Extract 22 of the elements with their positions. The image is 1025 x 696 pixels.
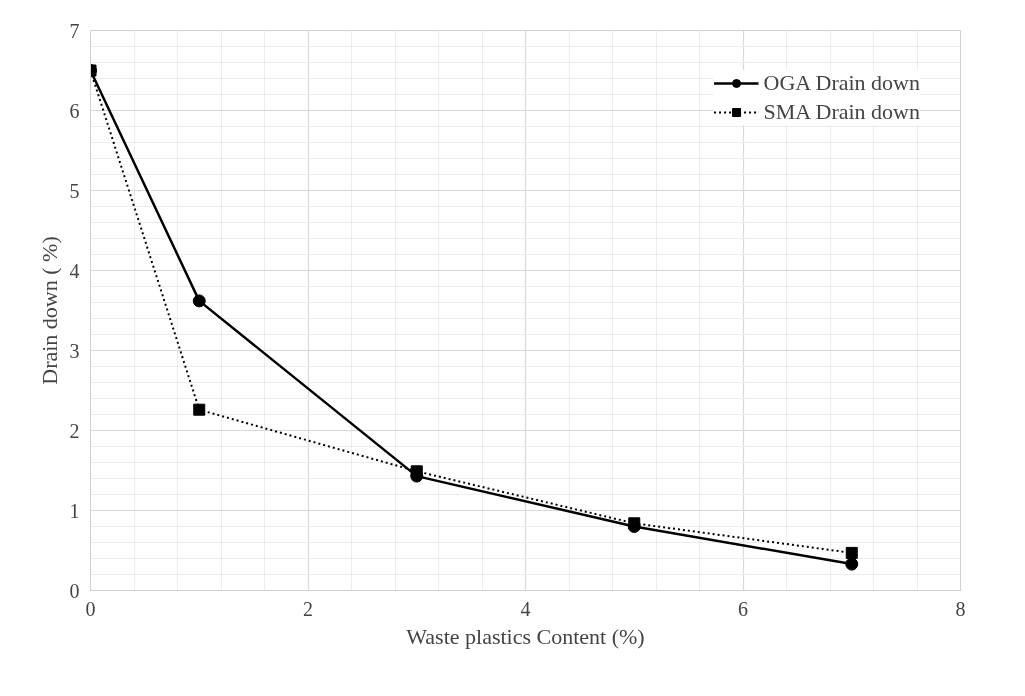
y-tick-label: 1 [69, 499, 80, 522]
x-axis-title: Waste plastics Content (%) [406, 623, 645, 649]
x-tick-label: 2 [303, 597, 313, 620]
y-tick-label: 7 [69, 19, 80, 42]
point [410, 465, 423, 478]
y-tick-label: 4 [69, 259, 80, 282]
x-tick-label: 8 [955, 597, 966, 620]
point [845, 557, 859, 571]
x-tick-label: 4 [520, 597, 531, 620]
y-tick-label: 2 [69, 419, 80, 442]
point [193, 403, 206, 416]
legend-label: SMA Drain down [763, 99, 920, 125]
y-tick-label: 3 [69, 339, 80, 362]
x-tick-label: 6 [738, 597, 748, 620]
x-tick-label: 0 [85, 597, 96, 620]
point [845, 546, 858, 559]
point [192, 294, 206, 308]
y-tick-label: 0 [69, 579, 80, 602]
y-tick-label: 6 [69, 99, 80, 122]
legend-label: OGA Drain down [763, 70, 920, 96]
y-axis-title: Drain down ( %) [36, 236, 62, 385]
y-tick-label: 5 [69, 179, 80, 202]
